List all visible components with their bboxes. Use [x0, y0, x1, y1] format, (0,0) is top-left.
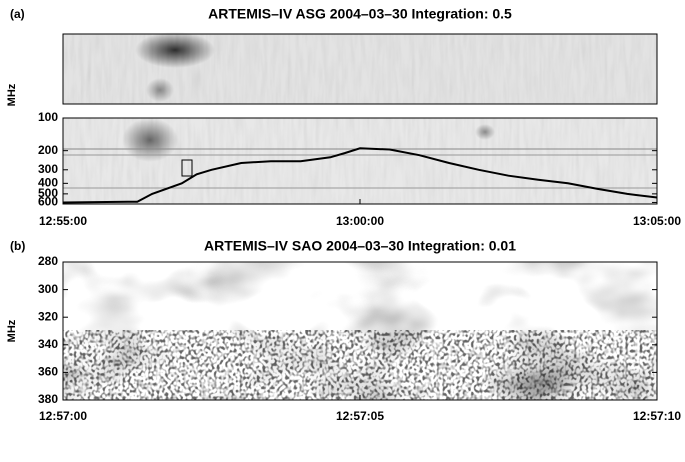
y-tick-label: 200 [38, 143, 58, 157]
x-tick-label: 12:57:10 [633, 409, 681, 423]
y-tick-label: 500 [38, 186, 58, 200]
y-tick-label: 100 [38, 110, 58, 124]
x-tick-label: 13:00:00 [336, 214, 384, 228]
y-tick-label: 400 [38, 176, 58, 190]
y-tick-label: 360 [38, 365, 58, 379]
y-axis-label: MHz [6, 319, 18, 342]
x-tick-label: 12:55:00 [39, 214, 87, 228]
drift-line [62, 147, 658, 204]
y-tick-label: 300 [38, 282, 58, 296]
x-tick-label: 12:57:05 [336, 409, 384, 423]
x-tick-label: 13:05:00 [633, 214, 681, 228]
x-tick-label: 12:57:00 [39, 409, 87, 423]
y-axis-label: MHz [6, 83, 18, 106]
y-tick-label: 380 [38, 392, 58, 406]
chart-title: ARTEMIS–IV SAO 2004–03–30 Integration: 0… [204, 238, 516, 254]
chart-title: ARTEMIS–IV ASG 2004–03–30 Integration: 0… [208, 6, 512, 22]
panel-label: (a) [10, 7, 25, 21]
spectrogram-b [62, 261, 658, 401]
y-tick-label: 340 [38, 337, 58, 351]
spectrogram-a [62, 32, 658, 205]
y-tick-label: 320 [38, 309, 58, 323]
y-tick-label: 280 [38, 254, 58, 268]
y-tick-label: 300 [38, 162, 58, 176]
panel-label: (b) [10, 239, 25, 253]
y-tick-label: 600 [38, 195, 58, 209]
